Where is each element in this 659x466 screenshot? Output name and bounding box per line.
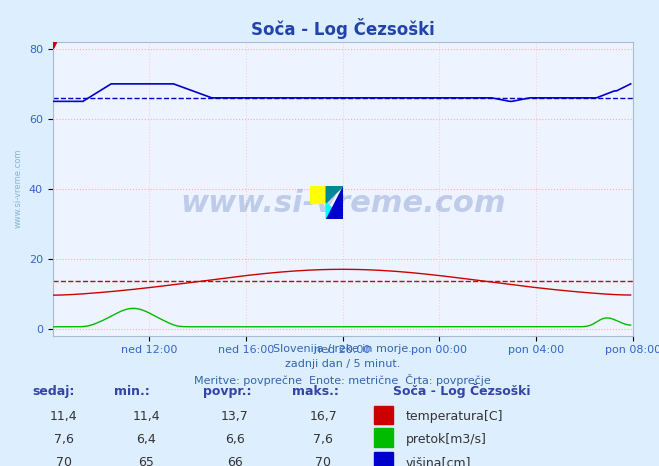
Bar: [374, 428, 393, 447]
Text: 66: 66: [227, 456, 243, 466]
Text: 7,6: 7,6: [54, 432, 74, 445]
Polygon shape: [326, 203, 343, 219]
Text: 6,6: 6,6: [225, 432, 244, 445]
Text: sedaj:: sedaj:: [32, 385, 74, 397]
Text: 7,6: 7,6: [313, 432, 333, 445]
Text: maks.:: maks.:: [291, 385, 339, 397]
Text: min.:: min.:: [115, 385, 150, 397]
Text: Slovenija / reke in morje.: Slovenija / reke in morje.: [273, 344, 412, 354]
Text: 70: 70: [56, 456, 72, 466]
Bar: [374, 405, 393, 424]
Text: Meritve: povprečne  Enote: metrične  Črta: povprečje: Meritve: povprečne Enote: metrične Črta:…: [194, 374, 491, 386]
Text: zadnji dan / 5 minut.: zadnji dan / 5 minut.: [285, 359, 401, 369]
Polygon shape: [326, 186, 343, 219]
Bar: [310, 186, 326, 203]
Text: 16,7: 16,7: [309, 410, 337, 423]
Text: višina[cm]: višina[cm]: [405, 456, 471, 466]
Title: Soča - Log Čezsoški: Soča - Log Čezsoški: [251, 18, 434, 39]
Text: pretok[m3/s]: pretok[m3/s]: [405, 432, 486, 445]
Text: povpr.:: povpr.:: [203, 385, 252, 397]
Text: temperatura[C]: temperatura[C]: [405, 410, 503, 423]
Polygon shape: [326, 186, 343, 203]
Text: www.si-vreme.com: www.si-vreme.com: [13, 149, 22, 228]
Text: 11,4: 11,4: [50, 410, 78, 423]
Text: 6,4: 6,4: [136, 432, 156, 445]
Text: 13,7: 13,7: [221, 410, 248, 423]
Text: 65: 65: [138, 456, 154, 466]
Text: 11,4: 11,4: [132, 410, 160, 423]
Bar: [374, 452, 393, 466]
Text: Soča - Log Čezsoški: Soča - Log Čezsoški: [393, 383, 530, 397]
Text: www.si-vreme.com: www.si-vreme.com: [180, 189, 505, 218]
Text: 70: 70: [315, 456, 331, 466]
